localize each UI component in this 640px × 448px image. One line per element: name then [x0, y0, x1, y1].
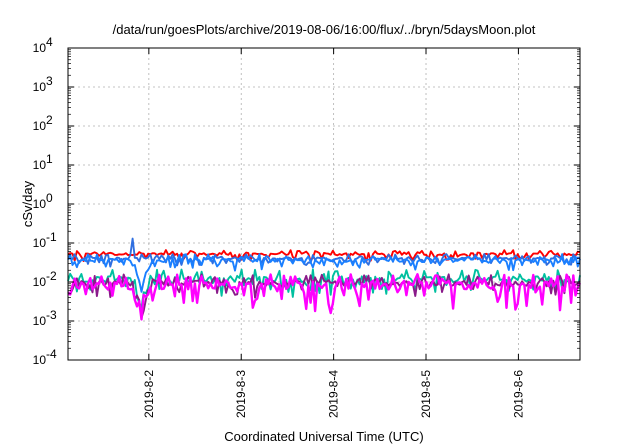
- y-tick-label-exponent: -2: [46, 269, 57, 283]
- series-line-5: [67, 273, 582, 321]
- y-tick-label-base: 10: [33, 236, 47, 250]
- y-tick-label-exponent: 1: [46, 152, 53, 166]
- y-tick-label-base: 10: [33, 80, 47, 94]
- y-tick-label-base: 10: [33, 275, 47, 289]
- y-tick-label-base: 10: [33, 314, 47, 328]
- y-tick-label: 10: [33, 119, 47, 133]
- y-tick-label: 10: [33, 158, 47, 172]
- y-tick-label-exponent: 4: [46, 35, 53, 49]
- y-tick-label-exponent: -4: [46, 347, 57, 361]
- y-tick-label-exponent: -1: [46, 230, 57, 244]
- x-tick-label: 2019-8-2: [142, 370, 156, 418]
- y-tick-label-base: 10: [33, 197, 47, 211]
- y-tick-label-base: 10: [33, 158, 47, 172]
- x-tick-label: 2019-8-6: [511, 370, 525, 418]
- x-tick-label: 2019-8-4: [327, 370, 341, 418]
- y-tick-label: 10: [33, 275, 47, 289]
- series-line-1: [67, 249, 581, 263]
- x-tick-label: 2019-8-5: [419, 370, 433, 418]
- series-line-3: [67, 268, 581, 309]
- x-axis-title: Coordinated Universal Time (UTC): [224, 429, 423, 444]
- y-tick-label-base: 10: [33, 41, 47, 55]
- y-tick-label: 10: [33, 353, 47, 367]
- y-tick-label-base: 10: [33, 353, 47, 367]
- chart-title: /data/run/goesPlots/archive/2019-08-06/1…: [113, 22, 536, 37]
- y-tick-label: 10: [33, 197, 47, 211]
- x-tick-label: 2019-8-3: [234, 370, 248, 418]
- y-tick-label: 10: [33, 236, 47, 250]
- series-line-4: [67, 273, 581, 319]
- series-line-6: [67, 253, 581, 293]
- y-tick-label-exponent: 0: [46, 191, 53, 205]
- y-tick-label-exponent: 3: [46, 74, 53, 88]
- y-tick-label: 10: [33, 80, 47, 94]
- y-tick-label: 10: [33, 314, 47, 328]
- y-axis-title: cSv/day: [20, 180, 35, 227]
- y-tick-label-exponent: -3: [46, 308, 57, 322]
- y-tick-label: 10: [33, 41, 47, 55]
- y-tick-label-base: 10: [33, 119, 47, 133]
- y-tick-label-exponent: 2: [46, 113, 53, 127]
